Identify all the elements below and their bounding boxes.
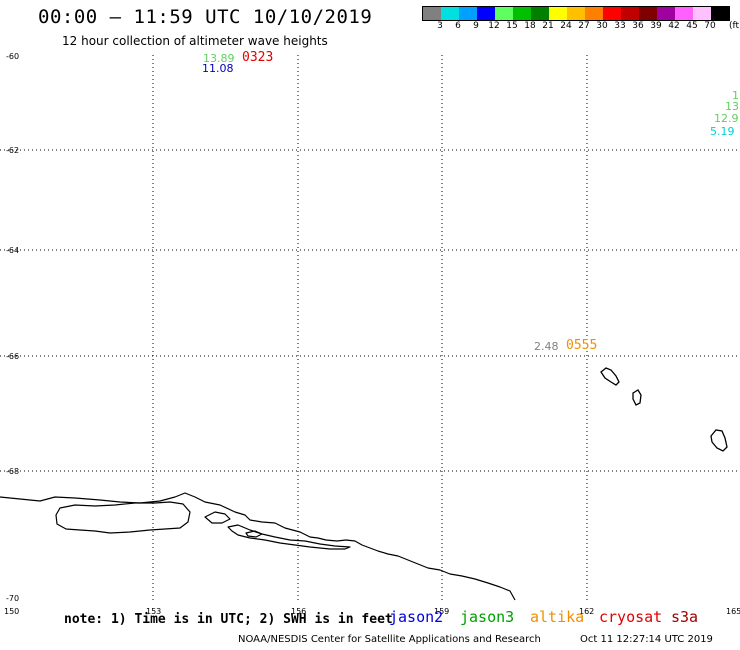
pass-time-label: 0555 bbox=[566, 338, 598, 353]
satellite-legend-jason3: jason3 bbox=[460, 608, 515, 626]
lon-label-156: 156 bbox=[291, 607, 306, 616]
balleny-islands bbox=[600, 367, 728, 452]
lat-label-66: -66 bbox=[6, 352, 19, 361]
legend-color-swatch bbox=[621, 7, 639, 20]
legend-scale-label: 24 bbox=[560, 21, 572, 31]
swh-value-label: 5.19 bbox=[710, 125, 735, 138]
legend-color-swatch bbox=[675, 7, 693, 20]
lon-label-159: 159 bbox=[434, 607, 449, 616]
legend-scale-label: 3 bbox=[437, 21, 443, 31]
legend-scale-label: 33 bbox=[614, 21, 626, 31]
satellite-legend-jason2: jason2 bbox=[389, 608, 444, 626]
legend-color-swatch bbox=[441, 7, 459, 20]
legend-color-swatch bbox=[711, 7, 729, 20]
legend-scale-label: 27 bbox=[578, 21, 590, 31]
legend-color-swatch bbox=[567, 7, 585, 20]
lat-label-64: -64 bbox=[6, 246, 19, 255]
swh-value-label: 2.48 bbox=[534, 340, 559, 353]
legend-scale-label: 9 bbox=[473, 21, 479, 31]
map-title: 00:00 – 11:59 UTC 10/10/2019 bbox=[38, 6, 373, 28]
legend-color-swatch bbox=[531, 7, 549, 20]
lat-label-60: -60 bbox=[6, 52, 19, 61]
legend-color-swatch bbox=[639, 7, 657, 20]
lon-label-165: 165 bbox=[726, 607, 740, 616]
map-gridlines bbox=[0, 55, 740, 600]
credit-line: NOAA/NESDIS Center for Satellite Applica… bbox=[238, 634, 541, 645]
lon-label-150: 150 bbox=[4, 607, 19, 616]
satellite-legend-altika: altika bbox=[530, 608, 585, 626]
legend-scale-label: 39 bbox=[650, 21, 662, 31]
satellite-legend-s3a: s3a bbox=[671, 608, 699, 626]
swh-value-label: 13.89 bbox=[203, 52, 235, 65]
island-1 bbox=[600, 367, 620, 386]
legend-color-swatch bbox=[657, 7, 675, 20]
units-note: note: 1) Time is in UTC; 2) SWH is in fe… bbox=[64, 612, 393, 627]
legend-scale-label: 70 bbox=[704, 21, 716, 31]
lon-label-162: 162 bbox=[579, 607, 594, 616]
legend-scale-label: 21 bbox=[542, 21, 554, 31]
antarctic-coastline bbox=[0, 492, 516, 601]
legend-color-swatch bbox=[549, 7, 567, 20]
generated-timestamp: Oct 11 12:27:14 UTC 2019 bbox=[580, 634, 713, 645]
wave-height-color-scale bbox=[422, 6, 730, 21]
lat-label-70: -70 bbox=[6, 594, 19, 603]
legend-scale-label: 15 bbox=[506, 21, 518, 31]
legend-color-swatch bbox=[585, 7, 603, 20]
legend-scale-label: 6 bbox=[455, 21, 461, 31]
legend-scale-label: 12 bbox=[488, 21, 500, 31]
coastline-inlet bbox=[55, 501, 191, 534]
legend-color-swatch bbox=[495, 7, 513, 20]
legend-scale-label: 18 bbox=[524, 21, 536, 31]
coastline-bay bbox=[227, 524, 351, 550]
legend-scale-label: 36 bbox=[632, 21, 644, 31]
lon-label-153: 153 bbox=[146, 607, 161, 616]
coastline-small-islet bbox=[245, 530, 263, 538]
legend-color-swatch bbox=[693, 7, 711, 20]
lat-label-62: -62 bbox=[6, 146, 19, 155]
legend-scale-label: 45 bbox=[686, 21, 698, 31]
coastline-main bbox=[0, 492, 516, 601]
legend-color-swatch bbox=[477, 7, 495, 20]
legend-scale-label: 30 bbox=[596, 21, 608, 31]
lat-label-68: -68 bbox=[6, 467, 19, 476]
axis-labels: -60 -62 -64 -66 -68 -70 150 153 156 159 … bbox=[4, 52, 740, 616]
satellite-legend-cryosat: cryosat bbox=[599, 608, 663, 626]
swh-value-label: 12.9 bbox=[714, 112, 739, 125]
map-subtitle: 12 hour collection of altimeter wave hei… bbox=[62, 34, 328, 48]
wave-height-scale-unit: (ft) bbox=[729, 21, 740, 31]
island-3 bbox=[710, 429, 728, 452]
legend-color-swatch bbox=[459, 7, 477, 20]
legend-scale-label: 42 bbox=[668, 21, 680, 31]
swh-value-label: 11.08 bbox=[202, 62, 234, 75]
swh-value-label: 1. bbox=[732, 89, 740, 102]
legend-color-swatch bbox=[513, 7, 531, 20]
legend-color-swatch bbox=[603, 7, 621, 20]
swh-value-label: 13. bbox=[725, 100, 740, 113]
legend-color-swatch bbox=[423, 7, 441, 20]
coastline-peninsula bbox=[204, 511, 231, 524]
island-2 bbox=[632, 389, 642, 406]
pass-time-label: 0323 bbox=[242, 50, 274, 65]
